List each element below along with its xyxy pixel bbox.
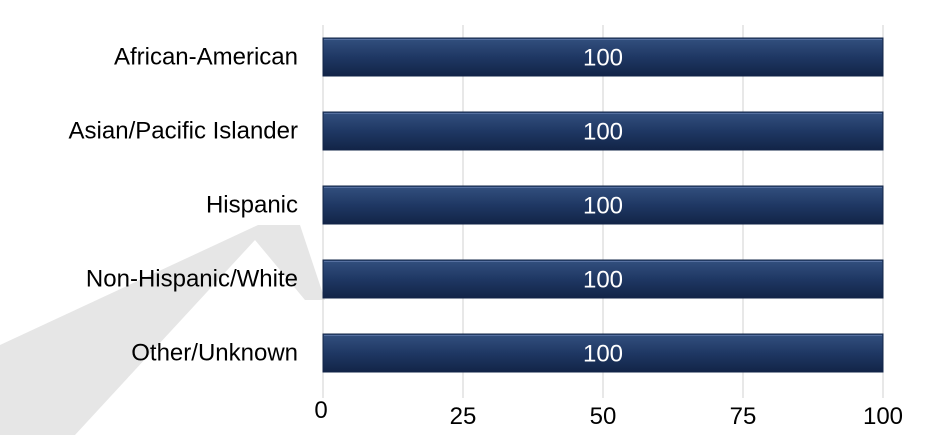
x-tick-label: 50 — [590, 403, 617, 430]
x-tick-label: 100 — [863, 403, 903, 430]
bars — [322, 37, 884, 373]
data-label: 100 — [583, 341, 623, 368]
bar — [322, 37, 884, 77]
data-label: 100 — [583, 45, 623, 72]
data-labels: 100 100 100 100 100 — [583, 45, 623, 368]
category-label: Non-Hispanic/White — [86, 266, 298, 293]
category-label: Other/Unknown — [131, 340, 298, 367]
x-tick-label: 75 — [730, 403, 757, 430]
watermark — [0, 225, 325, 435]
category-label: Asian/Pacific Islander — [69, 118, 298, 145]
watermark-shape — [0, 225, 325, 435]
data-label: 100 — [583, 193, 623, 220]
x-tick-label: 0 — [314, 397, 327, 424]
bar — [322, 259, 884, 299]
bar — [322, 185, 884, 225]
bar — [322, 111, 884, 151]
data-label: 100 — [583, 267, 623, 294]
x-tick-label: 25 — [450, 403, 477, 430]
data-label: 100 — [583, 119, 623, 146]
x-axis-tick-labels: 0 25 50 75 100 — [314, 397, 903, 430]
bar — [322, 333, 884, 373]
category-label: African-American — [114, 44, 298, 71]
category-labels: African-American Asian/Pacific Islander Hi… — [69, 44, 298, 367]
category-label: Hispanic — [206, 192, 298, 219]
